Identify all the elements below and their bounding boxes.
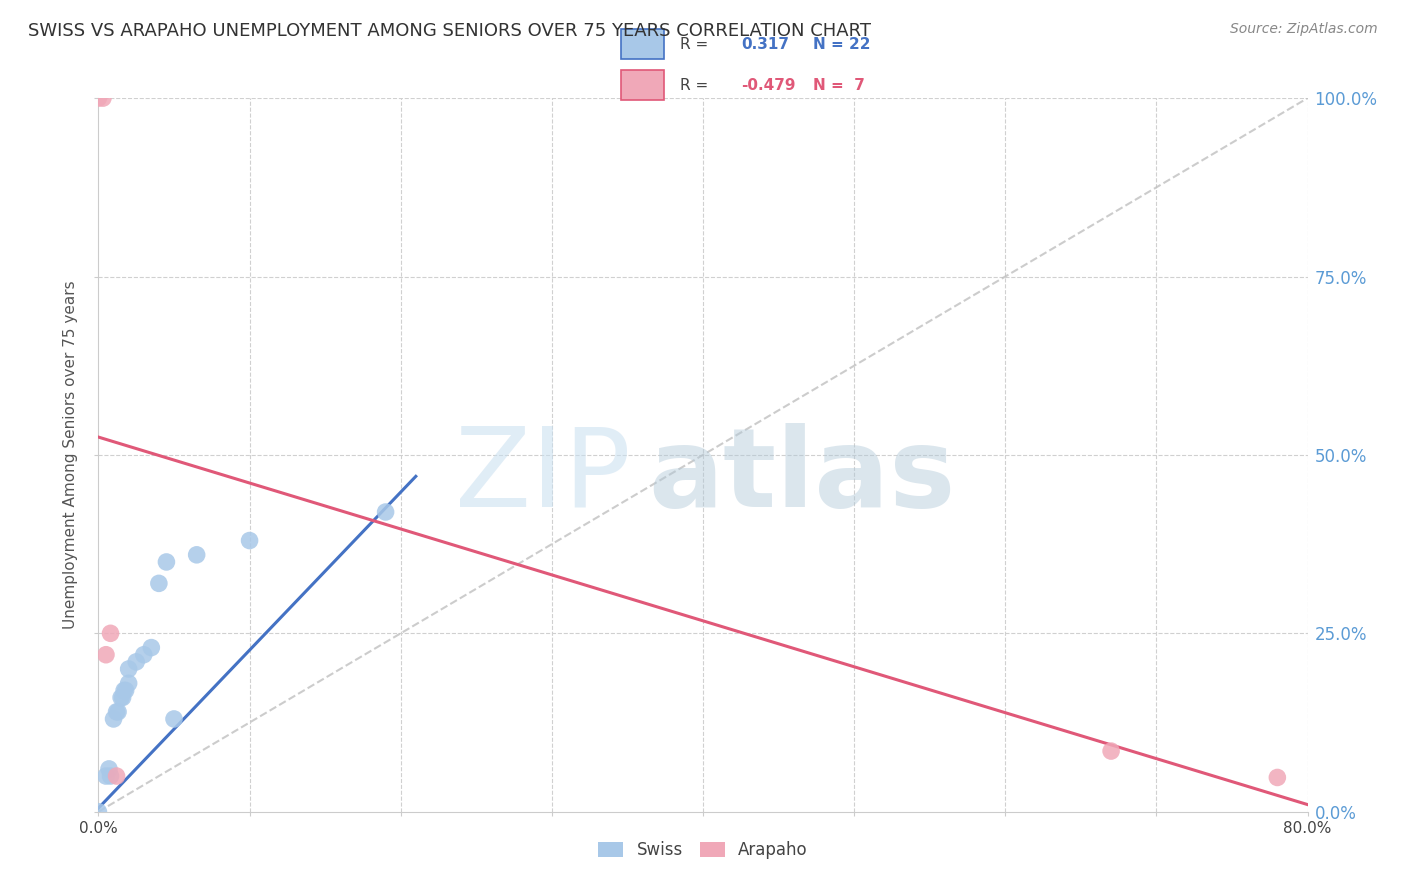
Point bbox=[141, 640, 163, 655]
Text: 0.317: 0.317 bbox=[741, 37, 790, 52]
Text: R =: R = bbox=[679, 78, 707, 93]
Point bbox=[100, 769, 122, 783]
Legend: Swiss, Arapaho: Swiss, Arapaho bbox=[591, 833, 815, 868]
Point bbox=[94, 648, 117, 662]
Point bbox=[105, 705, 128, 719]
Point bbox=[148, 576, 170, 591]
Point bbox=[374, 505, 396, 519]
Text: ZIP: ZIP bbox=[454, 423, 630, 530]
Point bbox=[132, 648, 155, 662]
Point bbox=[94, 769, 117, 783]
Point bbox=[118, 662, 141, 676]
Text: Source: ZipAtlas.com: Source: ZipAtlas.com bbox=[1230, 22, 1378, 37]
Point bbox=[98, 762, 121, 776]
Point bbox=[163, 712, 186, 726]
Point bbox=[118, 676, 141, 690]
Point bbox=[239, 533, 262, 548]
Point bbox=[100, 626, 122, 640]
Point bbox=[125, 655, 148, 669]
Text: SWISS VS ARAPAHO UNEMPLOYMENT AMONG SENIORS OVER 75 YEARS CORRELATION CHART: SWISS VS ARAPAHO UNEMPLOYMENT AMONG SENI… bbox=[28, 22, 872, 40]
Point bbox=[114, 683, 136, 698]
Text: R =: R = bbox=[679, 37, 707, 52]
Point bbox=[87, 91, 110, 105]
Point bbox=[103, 712, 125, 726]
FancyBboxPatch shape bbox=[621, 70, 664, 100]
FancyBboxPatch shape bbox=[621, 29, 664, 59]
Point bbox=[112, 683, 135, 698]
Text: -0.479: -0.479 bbox=[741, 78, 796, 93]
Point bbox=[91, 91, 114, 105]
Y-axis label: Unemployment Among Seniors over 75 years: Unemployment Among Seniors over 75 years bbox=[63, 281, 79, 629]
Text: atlas: atlas bbox=[648, 423, 956, 530]
Point bbox=[1267, 771, 1289, 785]
Point bbox=[111, 690, 134, 705]
Point bbox=[110, 690, 132, 705]
Point bbox=[107, 705, 129, 719]
Point bbox=[155, 555, 177, 569]
Text: N = 22: N = 22 bbox=[813, 37, 870, 52]
Point bbox=[1099, 744, 1122, 758]
Point bbox=[105, 769, 128, 783]
Point bbox=[87, 805, 110, 819]
Point bbox=[186, 548, 208, 562]
Text: N =  7: N = 7 bbox=[813, 78, 865, 93]
